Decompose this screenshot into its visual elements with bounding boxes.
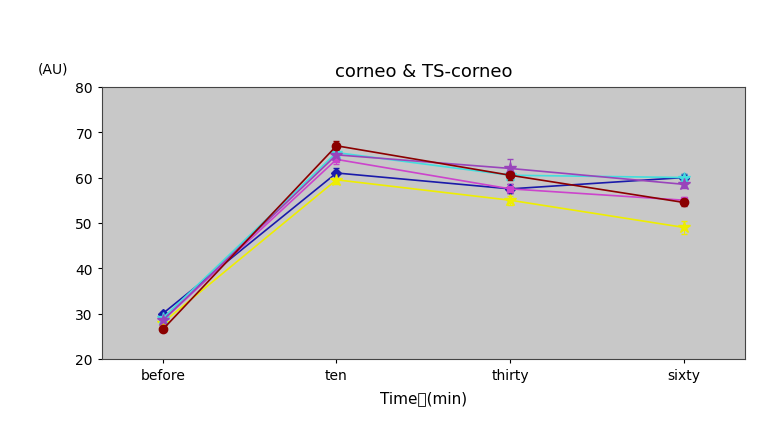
Text: (AU): (AU) [38, 63, 68, 77]
Title: corneo & TS-corneo: corneo & TS-corneo [335, 63, 512, 81]
X-axis label: Time　(min): Time (min) [379, 390, 467, 406]
